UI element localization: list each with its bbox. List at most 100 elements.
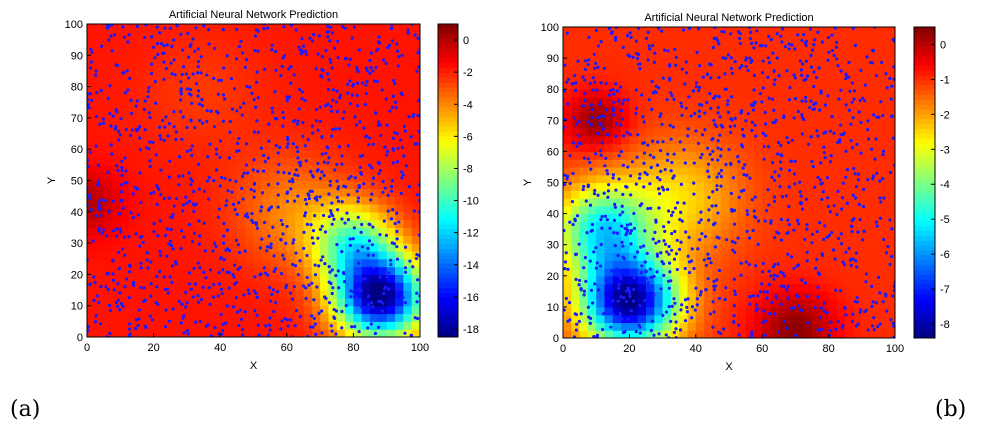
heatmap-cell bbox=[228, 196, 238, 205]
heatmap-cell bbox=[737, 27, 747, 36]
heatmap-cell bbox=[270, 117, 280, 127]
heatmap-cell bbox=[236, 63, 246, 72]
heatmap-cell bbox=[386, 157, 396, 166]
sample-point bbox=[805, 250, 809, 254]
heatmap-cell bbox=[370, 243, 379, 252]
heatmap-cell bbox=[729, 159, 738, 168]
heatmap-cell bbox=[853, 128, 863, 137]
sample-point bbox=[409, 135, 413, 139]
heatmap-cell bbox=[729, 89, 738, 98]
sample-point bbox=[371, 305, 375, 309]
heatmap-cell bbox=[120, 196, 130, 205]
sample-point bbox=[150, 62, 154, 66]
heatmap-cell bbox=[571, 198, 581, 207]
heatmap-cell bbox=[378, 329, 388, 337]
sample-point bbox=[270, 43, 274, 47]
heatmap-cell bbox=[320, 203, 330, 213]
heatmap-cell bbox=[245, 258, 255, 268]
heatmap-cell bbox=[170, 290, 180, 299]
sample-point bbox=[139, 200, 143, 205]
heatmap-cell bbox=[795, 120, 805, 129]
heatmap-cell bbox=[870, 322, 879, 331]
heatmap-cell bbox=[403, 110, 413, 119]
heatmap-cell bbox=[762, 89, 772, 98]
heatmap-cell bbox=[571, 299, 581, 308]
heatmap-cell bbox=[345, 86, 354, 96]
sample-point bbox=[614, 273, 618, 277]
heatmap-cell bbox=[87, 86, 96, 96]
heatmap-cell bbox=[195, 266, 205, 275]
heatmap-cell bbox=[403, 172, 413, 182]
heatmap-cell bbox=[646, 128, 655, 137]
heatmap-cell bbox=[679, 322, 689, 331]
heatmap-cell bbox=[778, 166, 788, 176]
sample-point bbox=[216, 215, 220, 219]
sample-point bbox=[878, 291, 882, 295]
heatmap-cell bbox=[411, 141, 420, 150]
heatmap-cell bbox=[261, 297, 271, 307]
heatmap-cell bbox=[762, 58, 772, 67]
y-tick-label: 40 bbox=[71, 207, 83, 219]
heatmap-cell bbox=[687, 96, 697, 106]
heatmap-cell bbox=[278, 313, 288, 322]
heatmap-cell bbox=[795, 151, 805, 160]
heatmap-cell bbox=[845, 50, 855, 59]
heatmap-cell bbox=[861, 221, 871, 230]
heatmap-cell bbox=[587, 143, 597, 152]
heatmap-cell bbox=[836, 283, 846, 292]
heatmap-cell bbox=[820, 291, 830, 300]
heatmap-cell bbox=[861, 34, 871, 44]
sample-point bbox=[770, 300, 774, 305]
sample-point bbox=[300, 90, 305, 94]
heatmap-cell bbox=[278, 227, 288, 236]
sample-point bbox=[872, 328, 876, 332]
heatmap-cell bbox=[587, 166, 597, 176]
sample-point bbox=[235, 109, 239, 113]
heatmap-cell bbox=[737, 236, 747, 246]
sample-point bbox=[205, 120, 209, 124]
colorbar-segment bbox=[438, 126, 458, 133]
heatmap-cell bbox=[228, 39, 238, 49]
heatmap-cell bbox=[345, 180, 354, 189]
heatmap-cell bbox=[103, 47, 113, 56]
sample-point bbox=[191, 295, 195, 299]
heatmap-cell bbox=[403, 125, 413, 135]
heatmap-cell bbox=[886, 205, 895, 215]
sample-point bbox=[196, 261, 200, 265]
sample-point bbox=[266, 156, 271, 160]
sample-point bbox=[188, 87, 193, 92]
sample-point bbox=[335, 242, 339, 247]
sample-point bbox=[126, 88, 130, 92]
heatmap-cell bbox=[695, 151, 705, 160]
sample-point bbox=[764, 44, 768, 48]
sample-point bbox=[821, 190, 825, 194]
heatmap-cell bbox=[670, 112, 680, 121]
sample-point bbox=[286, 324, 290, 328]
heatmap-cell bbox=[261, 86, 271, 96]
heatmap-cell bbox=[886, 120, 895, 129]
heatmap-cell bbox=[762, 252, 772, 261]
sample-point bbox=[712, 96, 716, 100]
heatmap-cell bbox=[820, 229, 830, 238]
heatmap-cell bbox=[845, 260, 855, 269]
sample-point bbox=[288, 318, 293, 322]
heatmap-cell bbox=[662, 322, 672, 331]
heatmap-cell bbox=[670, 283, 680, 292]
sample-point bbox=[296, 150, 300, 154]
heatmap-cell bbox=[579, 236, 589, 246]
heatmap-cell bbox=[253, 297, 263, 307]
heatmap-cell bbox=[186, 243, 196, 252]
heatmap-cell bbox=[295, 164, 305, 174]
heatmap-cell bbox=[303, 31, 313, 41]
sample-point bbox=[322, 173, 326, 177]
sample-point bbox=[286, 142, 290, 146]
heatmap-cell bbox=[103, 102, 113, 111]
heatmap-cell bbox=[596, 221, 606, 230]
sample-point bbox=[787, 98, 792, 102]
heatmap-cell bbox=[320, 55, 330, 64]
heatmap-cell bbox=[211, 282, 221, 291]
sample-point bbox=[214, 168, 219, 172]
sample-point bbox=[815, 129, 819, 133]
sample-point bbox=[190, 239, 195, 244]
heatmap-cell bbox=[621, 314, 630, 324]
